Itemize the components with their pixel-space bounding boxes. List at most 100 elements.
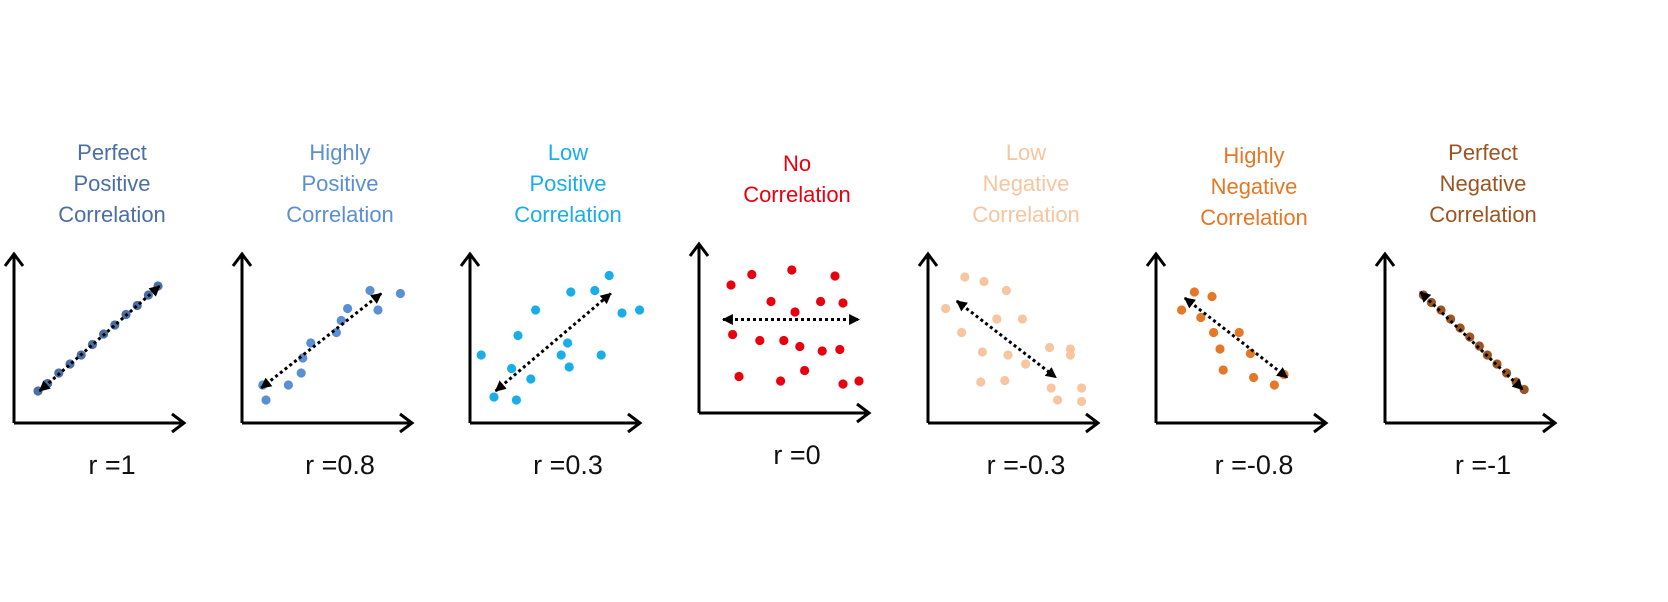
data-point <box>1218 365 1228 375</box>
panel-title-line: Negative <box>1210 174 1298 199</box>
data-point <box>476 350 486 360</box>
r-value-label: r =0 <box>773 440 821 470</box>
data-point <box>977 347 987 357</box>
trend-arrow <box>955 299 1057 379</box>
trend-arrow <box>1183 296 1289 379</box>
data-point <box>957 327 967 338</box>
data-point <box>1065 350 1075 360</box>
panel-title-line: Correlation <box>514 202 622 227</box>
axes <box>1374 251 1558 434</box>
r-value-label: r =0.3 <box>533 450 603 480</box>
data-point <box>1017 314 1027 324</box>
data-point <box>766 296 776 307</box>
data-point <box>373 305 383 315</box>
scatter-plot <box>459 251 645 434</box>
y-axis-arrowhead <box>688 241 710 257</box>
axes <box>917 251 1101 434</box>
data-point <box>776 376 786 386</box>
x-axis-arrowhead <box>1313 412 1329 434</box>
data-point <box>747 269 757 280</box>
panel-title: No Correlation <box>697 148 897 210</box>
data-point <box>1077 383 1087 393</box>
data-points <box>1177 287 1289 390</box>
panel-highly-negative: Highly Negative Correlation r =-0.8 <box>1145 0 1354 602</box>
data-point <box>1234 327 1244 338</box>
axes <box>688 241 872 424</box>
data-point <box>489 392 499 402</box>
data-point <box>563 338 573 348</box>
panel-title: Highly Positive Correlation <box>240 137 440 230</box>
data-point <box>1209 327 1219 338</box>
data-point <box>566 287 576 297</box>
panel-title-line: Correlation <box>286 202 394 227</box>
data-point <box>787 265 797 275</box>
data-point <box>395 288 405 299</box>
data-points <box>726 265 864 389</box>
data-point <box>1189 287 1199 297</box>
trend-arrow <box>38 284 161 393</box>
data-point <box>604 270 614 281</box>
panel-title-line: Positive <box>301 171 379 196</box>
panel-title-line: Perfect <box>77 140 147 165</box>
panel-title-line: Positive <box>529 171 607 196</box>
panel-title-line: Negative <box>1439 171 1527 196</box>
data-point <box>838 379 848 389</box>
r-value-label: r =0.8 <box>305 450 375 480</box>
data-point <box>734 371 744 382</box>
data-point <box>800 365 810 376</box>
data-point <box>726 280 736 290</box>
x-axis-arrowhead <box>399 412 415 434</box>
data-point <box>790 307 800 317</box>
panel-title-line: Highly <box>309 140 371 165</box>
axes <box>231 251 415 434</box>
data-point <box>635 305 645 315</box>
data-points <box>258 285 405 405</box>
panel-perfect-negative: Perfect Negative Correlation r =-1 <box>1374 0 1583 602</box>
data-point <box>1021 359 1031 369</box>
data-point <box>960 272 970 282</box>
data-point <box>795 341 805 352</box>
data-point <box>1269 380 1279 390</box>
trend-arrow <box>260 292 383 390</box>
data-point <box>1003 350 1013 360</box>
data-point <box>817 346 827 356</box>
r-value-label: r =1 <box>88 450 136 480</box>
data-point <box>1465 332 1475 342</box>
x-axis-arrowhead <box>1542 412 1558 434</box>
panel-title-line: Correlation <box>972 202 1080 227</box>
panel-title-line: Low <box>1005 140 1047 165</box>
data-point <box>1215 344 1225 354</box>
panel-no-correlation: No Correlation r =0 <box>688 0 897 602</box>
panel-title: Low Positive Correlation <box>468 137 668 230</box>
data-point <box>992 314 1002 324</box>
data-point <box>617 308 627 318</box>
data-point <box>513 330 523 341</box>
panel-title-line: Negative <box>982 171 1070 196</box>
scatter-plot <box>1374 251 1558 434</box>
panel-title-line: Highly <box>1223 143 1285 168</box>
data-point <box>511 395 521 405</box>
data-point <box>343 303 353 314</box>
data-point <box>816 296 826 307</box>
y-axis-arrowhead <box>459 251 481 267</box>
data-point <box>1001 285 1011 296</box>
axes <box>459 251 643 434</box>
data-point <box>507 363 517 374</box>
panel-perfect-positive: Perfect Positive Correlation r =1 <box>3 0 212 602</box>
data-point <box>526 374 536 384</box>
x-axis-arrowhead <box>856 402 872 424</box>
data-point <box>596 350 606 360</box>
data-point <box>531 305 541 315</box>
x-axis-arrowhead <box>171 412 187 434</box>
data-point <box>779 335 789 346</box>
data-point <box>1077 396 1087 407</box>
panel-title-line: Correlation <box>58 202 166 227</box>
data-point <box>838 298 848 308</box>
r-value-label: r =-1 <box>1454 450 1512 480</box>
scatter-plot <box>688 241 872 424</box>
data-point <box>296 368 306 378</box>
data-point <box>941 303 951 314</box>
panel-title-line: Positive <box>73 171 151 196</box>
x-axis-arrowhead <box>1085 412 1101 434</box>
